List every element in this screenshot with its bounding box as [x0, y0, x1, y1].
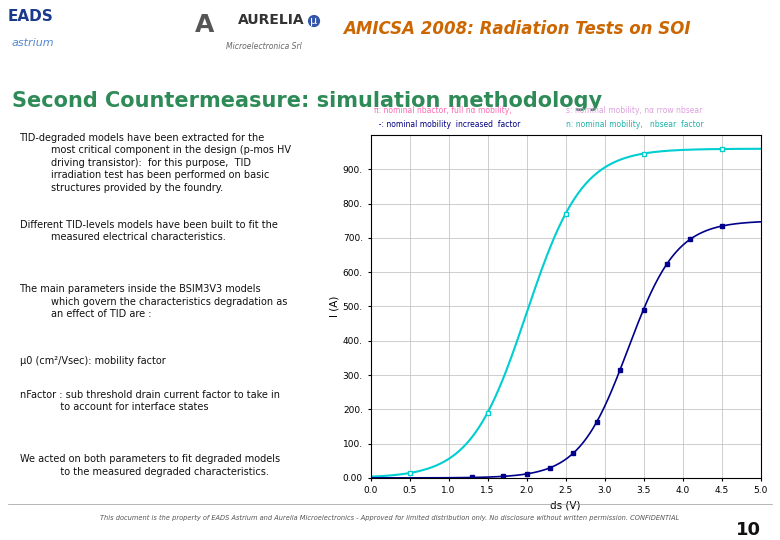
Text: structures provided by the foundry.: structures provided by the foundry. [51, 183, 223, 193]
Text: to account for interface states: to account for interface states [51, 402, 208, 413]
Text: EADS: EADS [8, 9, 54, 24]
Text: n: nominal mobility,   nbsear  factor: n: nominal mobility, nbsear factor [566, 119, 703, 129]
Text: The main parameters inside the BSIM3V3 models: The main parameters inside the BSIM3V3 m… [20, 284, 261, 294]
Text: most critical component in the design (p-mos HV: most critical component in the design (p… [51, 145, 291, 156]
Text: an effect of TID are :: an effect of TID are : [51, 309, 151, 319]
Text: TID-degraded models have been extracted for the: TID-degraded models have been extracted … [20, 133, 264, 143]
Text: Different TID-levels models have been built to fit the: Different TID-levels models have been bu… [20, 220, 278, 230]
Text: μ: μ [310, 16, 317, 26]
Text: μ0 (cm²/Vsec): mobility factor: μ0 (cm²/Vsec): mobility factor [20, 356, 165, 366]
Text: π: nominal nbactor, full nα mobility,: π: nominal nbactor, full nα mobility, [374, 106, 512, 115]
Text: s: nominal mobility, nα rrow nbsear: s: nominal mobility, nα rrow nbsear [566, 106, 702, 115]
Text: irradiation test has been performed on basic: irradiation test has been performed on b… [51, 170, 269, 180]
Y-axis label: I (A): I (A) [330, 296, 340, 317]
Text: Microelectronica Srl: Microelectronica Srl [226, 42, 302, 51]
Text: AURELIA: AURELIA [238, 13, 304, 27]
Text: which govern the characteristics degradation as: which govern the characteristics degrada… [51, 296, 287, 307]
Text: driving transistor):  for this purpose,  TID: driving transistor): for this purpose, T… [51, 158, 250, 168]
Text: Second Countermeasure: simulation methodology: Second Countermeasure: simulation method… [12, 91, 602, 111]
Text: 10: 10 [736, 521, 760, 539]
Text: AMICSA 2008: Radiation Tests on SOI: AMICSA 2008: Radiation Tests on SOI [343, 21, 691, 38]
Text: This document is the property of EADS Astrium and Aurelia Microelectronics - App: This document is the property of EADS As… [101, 515, 679, 521]
Text: A: A [195, 13, 215, 37]
Text: to the measured degraded characteristics.: to the measured degraded characteristics… [51, 467, 268, 477]
X-axis label: ds (V): ds (V) [550, 500, 581, 510]
Text: We acted on both parameters to fit degraded models: We acted on both parameters to fit degra… [20, 454, 279, 464]
Text: -: nominal mobility  increased  factor: -: nominal mobility increased factor [374, 119, 521, 129]
Text: nFactor : sub threshold drain current factor to take in: nFactor : sub threshold drain current fa… [20, 390, 279, 400]
Text: astrium: astrium [12, 38, 55, 48]
Text: measured electrical characteristics.: measured electrical characteristics. [51, 232, 225, 242]
